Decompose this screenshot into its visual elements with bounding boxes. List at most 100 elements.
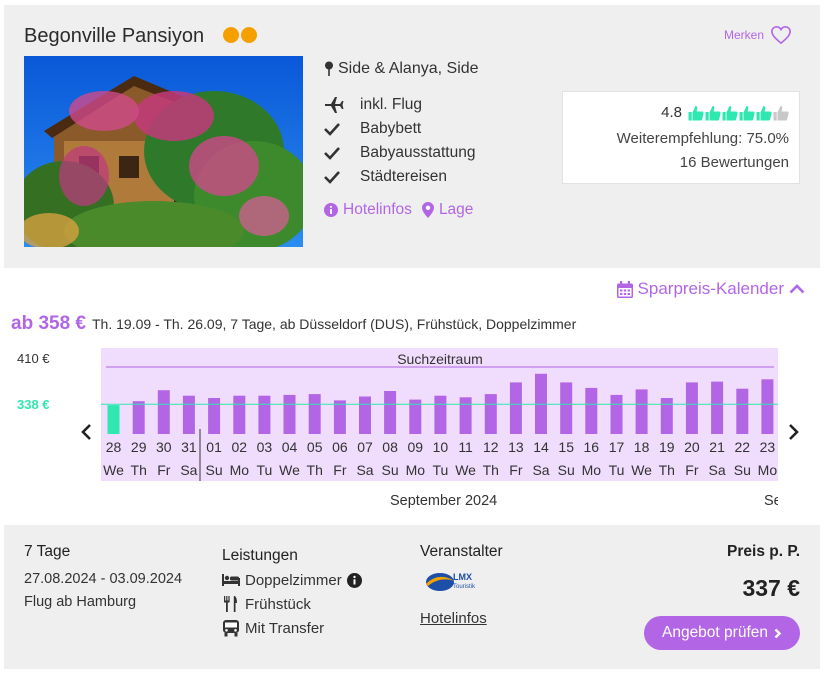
y-min-label: 338 €: [17, 397, 50, 412]
angebot-pruefen-button[interactable]: Angebot prüfen: [643, 616, 800, 650]
price-bar[interactable]: [434, 395, 447, 434]
rating-box[interactable]: 4.8 Weiterempfehlung: 75.0% 16 Bewertung…: [562, 91, 800, 184]
price-bar[interactable]: [660, 398, 673, 434]
weekday-label: Su: [382, 462, 399, 478]
month-label: September 2024: [390, 493, 498, 509]
chart-canvas: Suchzeitraum 28 We 29 Th 30 Fr 31 Sa 01 Su 02 Mo 03 T…: [101, 348, 778, 481]
plane-icon: [324, 96, 350, 114]
weekday-label: Sa: [709, 462, 726, 478]
offer-travel-info: 7 Tage 27.08.2024 - 03.09.2024 Flug ab H…: [24, 525, 182, 610]
hotelinfos-link[interactable]: Hotelinfos: [324, 201, 412, 219]
star-dot: [223, 27, 239, 43]
price-bar[interactable]: [736, 388, 749, 434]
feature-list: inkl. Flug Babybett Babyausstattung Städ…: [324, 93, 475, 189]
lage-link[interactable]: Lage: [421, 201, 473, 219]
service-label: Mit Transfer: [245, 619, 325, 637]
day-number-label: 21: [709, 439, 725, 455]
price-bar[interactable]: [484, 394, 497, 434]
price-bar[interactable]: [761, 379, 774, 434]
bed-icon: [222, 574, 240, 586]
price-bar[interactable]: [409, 399, 422, 434]
hotel-photo[interactable]: [24, 56, 303, 247]
leistungen-title: Leistungen: [222, 547, 298, 564]
operator-hotelinfos-link[interactable]: Hotelinfos: [420, 610, 487, 627]
day-number-label: 11: [458, 439, 473, 455]
price-bar[interactable]: [182, 395, 195, 434]
feature-item: Babyausstattung: [324, 141, 475, 165]
reviews-count[interactable]: 16 Bewertungen: [679, 154, 789, 171]
weekday-label: Sa: [532, 462, 549, 478]
price-bar[interactable]: [208, 398, 221, 434]
price-bar[interactable]: [233, 395, 246, 434]
feature-label: Babybett: [360, 120, 422, 137]
thumbs-up-icon: [705, 105, 721, 120]
chart-next-button[interactable]: [788, 421, 800, 447]
weekday-label: Fr: [509, 462, 523, 478]
summary-details: Th. 19.09 - Th. 26.09, 7 Tage, ab Düssel…: [92, 316, 577, 332]
svg-text:LMX: LMX: [453, 572, 472, 582]
service-item: Frühstück: [222, 595, 362, 613]
weekday-label: Fr: [333, 462, 347, 478]
weekday-label: Tu: [432, 462, 448, 478]
price-bar[interactable]: [459, 397, 472, 434]
weekday-label: We: [103, 462, 124, 478]
day-number-label: 08: [382, 439, 398, 455]
price-bar[interactable]: [635, 389, 648, 434]
service-label: Doppelzimmer: [245, 571, 342, 589]
veranstalter-title: Veranstalter: [420, 543, 503, 560]
merken-label: Merken: [723, 28, 764, 42]
day-number-label: 05: [307, 439, 323, 455]
merken-button[interactable]: Merken: [724, 25, 792, 45]
thumbs-up-icon: [773, 105, 789, 120]
hotel-stars: [223, 27, 257, 43]
service-item: Mit Transfer: [222, 619, 362, 637]
weekday-label: Tu: [256, 462, 272, 478]
service-label: Frühstück: [245, 595, 311, 613]
info-icon[interactable]: [346, 572, 362, 588]
price-bar[interactable]: [333, 400, 346, 434]
price-bar[interactable]: [258, 395, 271, 434]
map-marker-icon: [421, 202, 434, 218]
sparpreis-label: Sparpreis-Kalender: [637, 279, 784, 298]
offer-services: Leistungen Doppelzimmer Frühstück Mit Tr…: [222, 525, 362, 637]
cutlery-icon: [224, 596, 237, 612]
day-number-label: 23: [760, 439, 776, 455]
day-number-label: 28: [106, 439, 122, 455]
feature-item: Städtereisen: [324, 165, 475, 189]
day-number-label: 04: [282, 439, 298, 455]
hotelinfos-label: Hotelinfos: [343, 201, 412, 218]
day-number-label: 20: [684, 439, 700, 455]
price-bar[interactable]: [685, 382, 698, 434]
sparpreis-calendar-toggle[interactable]: Sparpreis-Kalender: [616, 279, 805, 299]
price-bar[interactable]: [107, 405, 120, 434]
preis-label: Preis p. P.: [727, 543, 800, 560]
hotel-card: Begonville Pansiyon Merken: [4, 5, 820, 268]
price-bar[interactable]: [132, 401, 145, 434]
price-bar[interactable]: [157, 390, 170, 434]
star-dot: [241, 27, 257, 43]
weekday-label: Mo: [406, 462, 426, 478]
offer-duration: 7 Tage: [24, 543, 71, 560]
hotel-name[interactable]: Begonville Pansiyon: [24, 25, 205, 47]
thumbs-up-icon: [756, 105, 772, 120]
price-bar[interactable]: [384, 391, 397, 434]
thumbs-up-icon: [739, 105, 755, 120]
day-number-label: 12: [483, 439, 499, 455]
price-bar[interactable]: [283, 394, 296, 434]
price-bar[interactable]: [610, 394, 623, 434]
price-bar[interactable]: [711, 381, 724, 434]
price-bar[interactable]: [585, 387, 598, 434]
info-icon: [324, 203, 338, 217]
day-number-label: 17: [609, 439, 625, 455]
chart-prev-button[interactable]: [80, 421, 92, 447]
feature-label: Städtereisen: [360, 168, 448, 185]
price-bar[interactable]: [308, 394, 321, 434]
day-number-label: 13: [508, 439, 524, 455]
price-bar[interactable]: [359, 396, 371, 435]
lmx-logo: LMX Touristik: [420, 569, 503, 600]
price-bar[interactable]: [560, 382, 573, 434]
price-bar[interactable]: [509, 382, 522, 434]
weekday-label: Mo: [758, 462, 778, 478]
weekday-label: Fr: [685, 462, 699, 478]
weekday-label: Th: [483, 462, 499, 478]
